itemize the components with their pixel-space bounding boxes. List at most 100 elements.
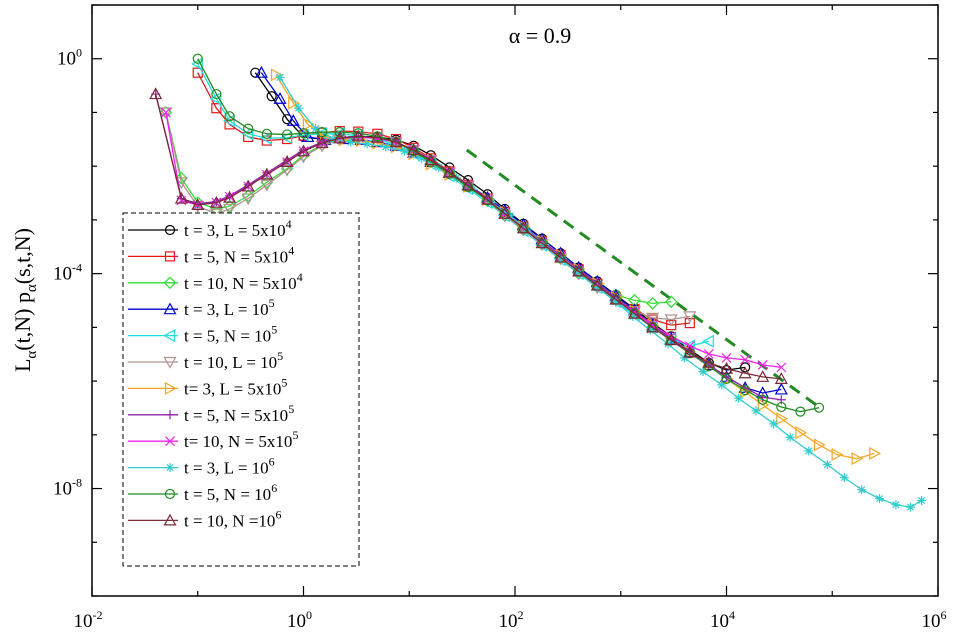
data-point — [516, 221, 530, 234]
series-line — [155, 93, 782, 380]
data-point — [211, 103, 222, 114]
data-point — [831, 447, 844, 462]
data-point — [442, 165, 456, 178]
data-point — [223, 190, 237, 203]
data-point — [399, 146, 409, 156]
data-point — [209, 92, 222, 106]
data-point — [505, 211, 515, 221]
data-point — [839, 473, 849, 483]
data-point — [223, 203, 237, 216]
legend-label: t = 3, L = 106 — [184, 455, 275, 478]
data-point — [740, 384, 751, 396]
legend-label: t = 5, N = 106 — [184, 481, 277, 504]
data-point — [684, 348, 695, 359]
data-point — [301, 130, 315, 143]
data-point — [260, 179, 274, 192]
legend-label: t = 3, L = 5x104 — [184, 217, 292, 240]
data-point — [609, 292, 623, 305]
legend-marker — [163, 513, 177, 526]
chart-title: α = 0.9 — [509, 23, 571, 48]
legend-marker — [165, 463, 175, 473]
legend-entry: t = 5, N = 5x104 — [128, 243, 294, 266]
data-point — [646, 312, 660, 325]
legend-label: t = 5, N = 105 — [184, 323, 277, 346]
legend-marker — [163, 329, 176, 343]
data-point — [282, 129, 293, 140]
data-point — [869, 446, 882, 460]
data-point — [254, 65, 268, 78]
legend-entry: t= 10, N = 5x105 — [128, 428, 298, 451]
data-point — [280, 155, 294, 168]
data-point — [813, 402, 825, 413]
data-point — [370, 130, 384, 143]
data-point — [795, 406, 806, 417]
data-point — [351, 129, 365, 142]
data-point — [381, 142, 391, 152]
data-point — [160, 107, 171, 118]
data-point — [192, 53, 203, 64]
x-tick-label: 10-2 — [74, 608, 103, 632]
legend-marker — [164, 488, 176, 500]
data-point — [535, 236, 549, 249]
data-point — [481, 192, 495, 205]
data-point — [703, 349, 714, 359]
data-point — [698, 367, 708, 377]
legend-entry: t = 3, L = 106 — [128, 455, 275, 478]
data-point — [813, 438, 826, 452]
legend: t = 3, L = 5x104 t = 5, N = 5x104 t = 10, … — [122, 212, 360, 567]
data-point — [211, 88, 222, 100]
data-point — [590, 278, 604, 291]
legend-label: t = 5, N = 5x104 — [184, 243, 294, 266]
data-point — [769, 419, 779, 429]
data-point — [738, 366, 752, 379]
data-point — [241, 179, 255, 192]
data-point — [333, 131, 347, 144]
data-point — [572, 264, 586, 277]
axis-ticks — [91, 4, 939, 597]
data-point — [684, 318, 695, 329]
data-point — [611, 297, 621, 307]
data-point — [159, 107, 173, 120]
svg-text:Lα(t,N) pα(s,t,N): Lα(t,N) pα(s,t,N) — [10, 228, 40, 372]
data-point — [664, 333, 678, 346]
legend-entry: t= 3, L = 5x105 — [128, 375, 287, 398]
legend-marker — [163, 276, 177, 290]
data-point — [683, 345, 697, 358]
data-point — [241, 193, 255, 206]
legend-entry: t = 5, N = 5x105 — [128, 402, 294, 425]
legend-entry: t = 10, N = 5x104 — [128, 270, 303, 293]
data-point — [191, 198, 205, 211]
data-point — [389, 135, 403, 148]
data-point — [917, 495, 927, 505]
data-point — [774, 372, 788, 384]
data-point — [209, 195, 223, 208]
data-point — [756, 370, 770, 382]
data-point — [776, 362, 787, 373]
data-point — [286, 114, 300, 126]
legend-marker — [163, 356, 177, 369]
data-point — [740, 354, 751, 365]
data-point — [294, 103, 304, 113]
data-point — [353, 128, 364, 139]
data-point — [362, 139, 372, 149]
data-point — [266, 91, 277, 102]
data-point — [664, 314, 678, 327]
legend-entry: t = 3, L = 105 — [128, 296, 275, 319]
reference-slope-line — [465, 148, 823, 411]
series-12 — [149, 87, 788, 384]
legend-marker — [165, 410, 175, 420]
data-point — [721, 352, 732, 363]
data-point — [302, 117, 315, 131]
data-point — [191, 57, 203, 71]
data-point — [296, 144, 311, 157]
legend-label: t = 10, N = 5x104 — [184, 270, 303, 293]
legend-marker — [164, 381, 177, 395]
data-point — [334, 127, 345, 138]
legend-entry: t = 3, L = 5x104 — [128, 217, 292, 240]
data-point — [719, 361, 734, 374]
legend-label: t = 10, L = 105 — [184, 349, 283, 372]
data-point — [407, 143, 421, 156]
data-point — [757, 398, 770, 412]
data-point — [795, 426, 808, 440]
